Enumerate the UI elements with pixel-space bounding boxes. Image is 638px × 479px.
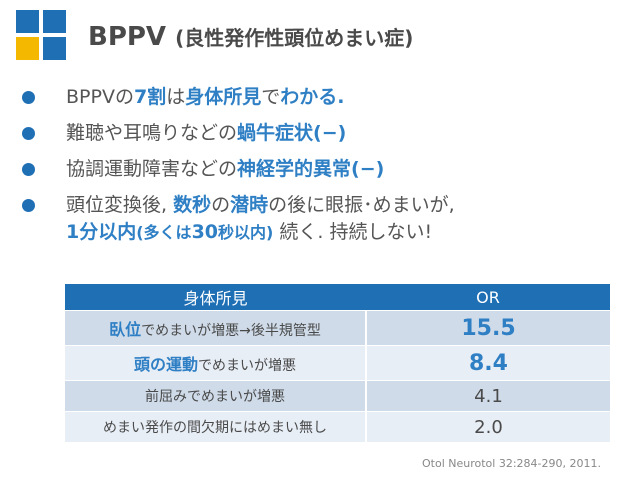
bullet-list: BPPVの7割は身体所見でわかる. 難聴や耳鳴りなどの蝸牛症状(−) 協調運動障… xyxy=(18,84,628,256)
bullet-item: 頭位変換後, 数秒の潜時の後に眼振･めまいが, 1分以内(多くは30秒以内) 続… xyxy=(18,192,628,246)
or-value-cell: 15.5 xyxy=(366,310,610,346)
odds-ratio-table: 身体所見 OR 臥位でめまいが増悪→後半規管型 15.5 頭の運動でめまいが増悪… xyxy=(65,284,610,443)
bullet-dot-icon xyxy=(22,163,35,176)
slide-title: BPPV (良性発作性頭位めまい症) xyxy=(88,22,413,52)
finding-cell: 前屈みでめまいが増悪 xyxy=(65,380,367,412)
logo-square-top-right xyxy=(43,10,66,33)
slide-title-main: BPPV xyxy=(88,22,167,52)
header-physical-finding: 身体所見 xyxy=(65,284,366,311)
bullet-item: 協調運動障害などの神経学的異常(−) xyxy=(18,156,628,182)
or-value-cell: 4.1 xyxy=(366,380,610,412)
bullet-item: 難聴や耳鳴りなどの蝸牛症状(−) xyxy=(18,120,628,146)
or-value-cell: 8.4 xyxy=(366,345,610,381)
table-row: 頭の運動でめまいが増悪 8.4 xyxy=(65,345,610,381)
logo-square-top-left xyxy=(16,10,39,33)
bullet-text: 協調運動障害などの神経学的異常(−) xyxy=(66,158,385,180)
table-header-row: 身体所見 OR xyxy=(65,284,610,311)
header-or: OR xyxy=(366,284,610,311)
citation: Otol Neurotol 32:284-290, 2011. xyxy=(422,457,601,470)
bullet-text: BPPVの7割は身体所見でわかる. xyxy=(66,86,345,108)
bullet-item: BPPVの7割は身体所見でわかる. xyxy=(18,84,628,110)
bullet-text-line-1: 頭位変換後, 数秒の潜時の後に眼振･めまいが, xyxy=(66,194,455,216)
four-squares-logo xyxy=(16,10,66,60)
slide-title-sub: (良性発作性頭位めまい症) xyxy=(175,26,414,50)
bullet-dot-icon xyxy=(22,199,35,212)
finding-cell: めまい発作の間欠期にはめまい無し xyxy=(65,411,367,443)
table-row: めまい発作の間欠期にはめまい無し 2.0 xyxy=(65,411,610,443)
finding-cell: 頭の運動でめまいが増悪 xyxy=(65,345,367,381)
finding-cell: 臥位でめまいが増悪→後半規管型 xyxy=(65,310,367,346)
bullet-text-line-2: 1分以内(多くは30秒以内) 続く. 持続しない! xyxy=(66,221,433,243)
or-value-cell: 2.0 xyxy=(366,411,610,443)
bullet-dot-icon xyxy=(22,127,35,140)
logo-square-bottom-right xyxy=(43,37,66,60)
table-row: 臥位でめまいが増悪→後半規管型 15.5 xyxy=(65,310,610,346)
logo-square-bottom-left xyxy=(16,37,39,60)
table-row: 前屈みでめまいが増悪 4.1 xyxy=(65,380,610,412)
bullet-dot-icon xyxy=(22,91,35,104)
bullet-text: 難聴や耳鳴りなどの蝸牛症状(−) xyxy=(66,122,347,144)
